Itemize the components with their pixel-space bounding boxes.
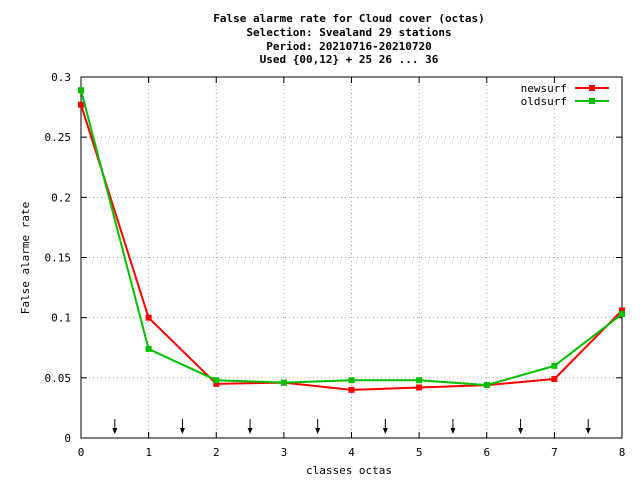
x-tick-label: 5 — [416, 446, 423, 459]
arrow-marker-head — [383, 428, 388, 434]
data-point-oldsurf — [416, 377, 422, 383]
legend-label-newsurf: newsurf — [521, 82, 567, 95]
arrow-marker-head — [586, 428, 591, 434]
arrow-marker-head — [518, 428, 523, 434]
y-axis-label: False alarme rate — [19, 202, 32, 315]
y-tick-label: 0.2 — [51, 191, 71, 204]
data-point-oldsurf — [619, 311, 625, 317]
title-line-1: False alarme rate for Cloud cover (octas… — [213, 12, 485, 25]
data-point-oldsurf — [484, 382, 490, 388]
data-point-newsurf — [349, 387, 355, 393]
data-point-oldsurf — [551, 363, 557, 369]
data-point-newsurf — [146, 315, 152, 321]
arrow-marker-head — [315, 428, 320, 434]
x-axis-label: classes octas — [306, 464, 392, 477]
data-point-oldsurf — [213, 377, 219, 383]
data-point-oldsurf — [146, 346, 152, 352]
data-point-oldsurf — [78, 87, 84, 93]
arrow-marker-head — [450, 428, 455, 434]
grid — [81, 77, 622, 438]
title-line-3: Period: 20210716-20210720 — [266, 40, 432, 53]
x-tick-label: 3 — [281, 446, 288, 459]
x-tick-label: 4 — [348, 446, 355, 459]
data-point-oldsurf — [349, 377, 355, 383]
x-tick-label: 7 — [551, 446, 558, 459]
y-tick-label: 0.3 — [51, 71, 71, 84]
data-point-oldsurf — [281, 380, 287, 386]
arrow-marker-head — [180, 428, 185, 434]
x-tick-label: 6 — [483, 446, 490, 459]
data-point-newsurf — [78, 102, 84, 108]
x-tick-label: 1 — [145, 446, 152, 459]
title-line-4: Used {00,12} + 25 26 ... 36 — [260, 53, 439, 66]
y-tick-label: 0.25 — [45, 131, 72, 144]
x-tick-label: 8 — [619, 446, 626, 459]
arrow-marker-head — [248, 428, 253, 434]
legend-marker-oldsurf — [589, 98, 595, 104]
x-tick-label: 0 — [78, 446, 85, 459]
series-line-newsurf — [81, 105, 622, 390]
arrow-marker-head — [112, 428, 117, 434]
y-tick-label: 0.1 — [51, 312, 71, 325]
chart-title: False alarme rate for Cloud cover (octas… — [213, 12, 485, 66]
data-point-newsurf — [416, 384, 422, 390]
y-tick-label: 0 — [64, 432, 71, 445]
legend-marker-newsurf — [589, 85, 595, 91]
data-point-newsurf — [551, 376, 557, 382]
x-tick-label: 2 — [213, 446, 220, 459]
legend-label-oldsurf: oldsurf — [521, 95, 567, 108]
title-line-2: Selection: Svealand 29 stations — [246, 26, 451, 39]
y-tick-label: 0.15 — [45, 252, 72, 265]
y-tick-label: 0.05 — [45, 372, 72, 385]
